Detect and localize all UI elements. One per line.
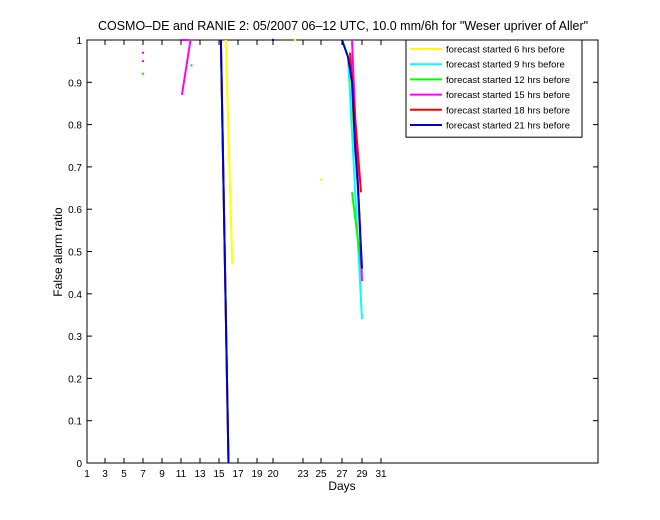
series-point [141,72,145,76]
x-tick-label: 17 [232,469,244,480]
x-tick-label: 19 [251,469,263,480]
x-tick-label: 7 [140,469,146,480]
x-tick-label: 29 [356,469,368,480]
series-point [141,51,145,54]
series-line [180,39,192,96]
series-line [347,56,363,320]
series-line [341,39,363,269]
y-tick-label: 0.4 [68,290,82,301]
y-tick-label: 0.8 [68,121,82,132]
x-tick-label: 23 [297,469,309,480]
y-tick-label: 0 [76,459,82,470]
chart-title: COSMO–DE and RANIE 2: 05/2007 06–12 UTC,… [98,19,588,33]
x-tick-label: 13 [194,469,206,480]
y-tick-label: 0.3 [68,332,82,343]
axis-layer: 00.10.20.30.40.50.60.70.80.911 3 5 7 9 11 13 15… [68,36,598,480]
series-line [219,39,230,464]
legend: forecast started 6 hrs before forecast st… [405,39,583,138]
x-tick-label: 20 [267,469,279,480]
y-axis-label: False alarm ratio [51,207,65,297]
legend-label: forecast started 12 hrs before [446,75,570,86]
y-tick-label: 1 [76,36,82,47]
x-tick-label: 1 [84,469,90,480]
legend-label: forecast started 6 hrs before [446,45,565,56]
legend-label: forecast started 18 hrs before [446,105,570,116]
series-point [319,178,323,181]
series-line [224,39,234,265]
x-tick-label: 27 [336,469,348,480]
series-point [293,38,297,42]
y-tick-label: 0.7 [68,163,82,174]
y-tick-label: 0.1 [68,417,82,428]
x-tick-label: 3 [102,469,108,480]
x-tick-label: 25 [315,469,327,480]
legend-label: forecast started 9 hrs before [446,60,565,71]
y-tick-label: 0.6 [68,205,82,216]
legend-label: forecast started 21 hrs before [446,121,570,132]
legend-box [405,39,583,138]
y-tick-label: 0.5 [68,248,82,259]
y-tick-label: 0.2 [68,374,82,385]
x-tick-label: 11 [176,469,187,480]
y-tick-label: 0.9 [68,78,82,89]
x-tick-label: 31 [375,469,387,480]
x-axis-label: Days [328,479,355,493]
series-layer [141,38,363,464]
x-tick-label: 9 [159,469,165,480]
legend-label: forecast started 15 hrs before [446,90,570,101]
x-tick-label: 15 [213,469,225,480]
series-point [141,59,145,63]
x-tick-label: 5 [121,469,127,480]
series-point [190,64,193,67]
